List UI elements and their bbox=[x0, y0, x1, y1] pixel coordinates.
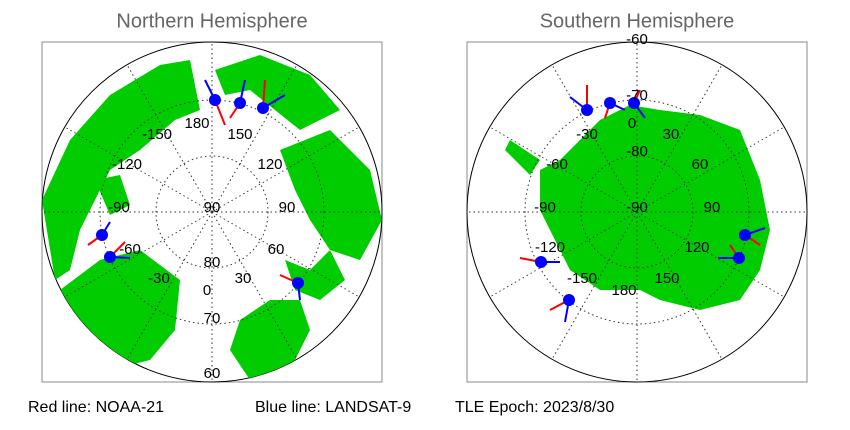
grid-label: 150 bbox=[654, 270, 679, 287]
grid-circle bbox=[155, 155, 269, 269]
grid-meridian bbox=[551, 64, 638, 213]
epoch: TLE Epoch: 2023/8/30 bbox=[455, 399, 614, 416]
grid-label: 120 bbox=[684, 239, 709, 256]
grid-meridian bbox=[636, 64, 723, 213]
map-title: Northern Hemisphere bbox=[116, 10, 307, 32]
grid-label: 90 bbox=[279, 199, 296, 216]
grid-meridian bbox=[126, 211, 213, 360]
grid-meridian bbox=[211, 126, 360, 213]
grid-label: 180 bbox=[611, 282, 636, 299]
grid-meridian bbox=[211, 211, 298, 360]
legend-entry: Red line: NOAA-21 bbox=[28, 399, 164, 416]
grid-label: -70 bbox=[626, 87, 648, 104]
land bbox=[505, 105, 770, 310]
grid-label: -120 bbox=[535, 239, 565, 256]
grid-label: -90 bbox=[626, 199, 648, 216]
map-title: Southern Hemisphere bbox=[540, 10, 735, 32]
legend-entry: Blue line: LANDSAT-9 bbox=[255, 399, 411, 416]
grid-label: 60 bbox=[268, 241, 285, 258]
grid-label: -60 bbox=[626, 31, 648, 48]
grid-label: -80 bbox=[626, 143, 648, 160]
grid-meridian bbox=[636, 211, 723, 360]
grid-meridian bbox=[636, 126, 785, 213]
grid-meridian bbox=[64, 126, 213, 213]
grid-meridian bbox=[489, 211, 638, 298]
grid-label: -60 bbox=[119, 241, 141, 258]
grid-label: 180 bbox=[184, 115, 209, 132]
grid-label: 80 bbox=[204, 254, 221, 271]
grid-label: 90 bbox=[204, 199, 221, 216]
grid-label: -150 bbox=[142, 126, 172, 143]
grid-label: 60 bbox=[204, 365, 221, 382]
grid-circle bbox=[580, 155, 694, 269]
grid-meridian bbox=[636, 211, 785, 298]
grid-label: -150 bbox=[567, 270, 597, 287]
grid-meridian bbox=[489, 126, 638, 213]
grid-label: 30 bbox=[663, 126, 680, 143]
grid-label: -30 bbox=[148, 270, 170, 287]
grid-label: 0 bbox=[203, 282, 211, 299]
grid-label: 90 bbox=[704, 199, 721, 216]
grid-label: 60 bbox=[692, 156, 709, 173]
grid-meridian bbox=[126, 64, 213, 213]
grid-label: 0 bbox=[628, 115, 636, 132]
grid-label: 150 bbox=[227, 126, 252, 143]
grid-meridian bbox=[211, 64, 298, 213]
grid-label: -60 bbox=[546, 156, 568, 173]
grid-meridian bbox=[211, 211, 360, 298]
grid-label: -90 bbox=[534, 199, 556, 216]
grid-label: -30 bbox=[576, 126, 598, 143]
grid-meridian bbox=[64, 211, 213, 298]
grid-label: 30 bbox=[235, 270, 252, 287]
grid-label: 70 bbox=[204, 310, 221, 327]
grid-meridian bbox=[551, 211, 638, 360]
grid-label: -90 bbox=[108, 199, 130, 216]
satellite-markers bbox=[96, 94, 751, 306]
grid-label: -120 bbox=[112, 156, 142, 173]
grid-label: 120 bbox=[257, 156, 282, 173]
